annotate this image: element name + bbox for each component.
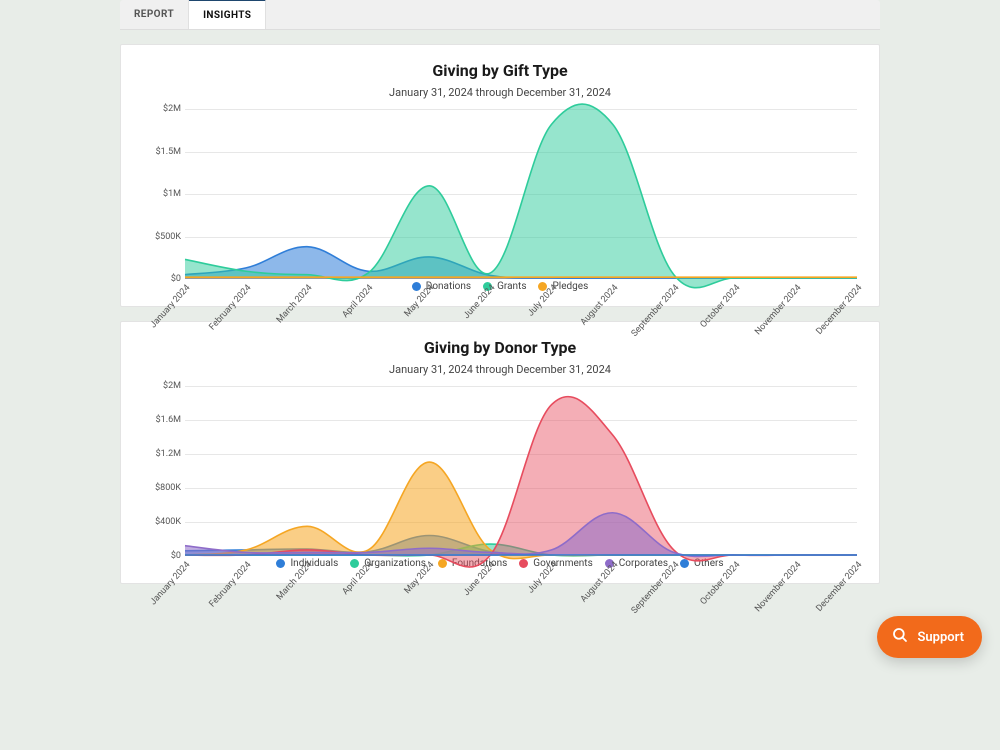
y-tick: $1.6M [156, 415, 181, 425]
chart-card-gift-type: Giving by Gift Type January 31, 2024 thr… [120, 44, 880, 307]
chart1-plot: $0$500K$1M$1.5M$2MJanuary 2024February 2… [143, 109, 857, 279]
y-tick: $1M [163, 189, 181, 199]
x-tick: February 2024 [208, 560, 254, 609]
y-tick: $2M [163, 381, 181, 391]
x-axis: January 2024February 2024March 2024April… [185, 556, 857, 606]
page-container: REPORT INSIGHTS Giving by Gift Type Janu… [120, 0, 880, 584]
x-axis: January 2024February 2024March 2024April… [185, 279, 857, 329]
y-tick: $1.2M [156, 449, 181, 459]
x-tick: August 2024 [579, 283, 620, 327]
x-tick: April 2024 [341, 283, 376, 320]
tab-insights[interactable]: INSIGHTS [189, 0, 266, 29]
x-tick: October 2024 [699, 283, 743, 330]
x-tick: November 2024 [753, 560, 803, 614]
tab-report[interactable]: REPORT [120, 0, 189, 29]
x-tick: October 2024 [699, 560, 743, 607]
chart-card-donor-type: Giving by Donor Type January 31, 2024 th… [120, 321, 880, 584]
x-tick: December 2024 [815, 560, 865, 614]
y-tick: $800K [155, 483, 181, 493]
chart2-subtitle: January 31, 2024 through December 31, 20… [143, 363, 857, 376]
x-tick: April 2024 [341, 560, 376, 597]
y-tick: $2M [163, 104, 181, 114]
x-tick: November 2024 [753, 283, 803, 337]
x-tick: August 2024 [579, 560, 620, 604]
x-tick: September 2024 [629, 560, 681, 616]
chart2-plot: $0$400K$800K$1.2M$1.6M$2MJanuary 2024Feb… [143, 386, 857, 556]
chart1-subtitle: January 31, 2024 through December 31, 20… [143, 86, 857, 99]
x-tick: December 2024 [815, 283, 865, 337]
x-tick: July 2024 [526, 283, 559, 319]
y-tick: $0 [171, 274, 181, 284]
x-tick: June 2024 [462, 283, 498, 321]
y-tick: $500K [155, 232, 181, 242]
support-label: Support [917, 630, 964, 645]
plot-area [185, 109, 857, 279]
y-tick: $0 [171, 551, 181, 561]
support-button[interactable]: Support [877, 616, 982, 658]
x-tick: May 2024 [403, 283, 437, 319]
x-tick: March 2024 [275, 560, 314, 602]
x-tick: May 2024 [403, 560, 437, 596]
support-search-icon [891, 626, 909, 648]
x-tick: March 2024 [275, 283, 314, 325]
plot-area [185, 386, 857, 556]
x-tick: July 2024 [526, 560, 559, 596]
x-tick: February 2024 [208, 283, 254, 332]
x-tick: June 2024 [462, 560, 498, 598]
chart2-title: Giving by Donor Type [143, 338, 857, 357]
y-tick: $400K [155, 517, 181, 527]
chart1-title: Giving by Gift Type [143, 61, 857, 80]
tabs-bar: REPORT INSIGHTS [120, 0, 880, 30]
y-tick: $1.5M [156, 147, 181, 157]
